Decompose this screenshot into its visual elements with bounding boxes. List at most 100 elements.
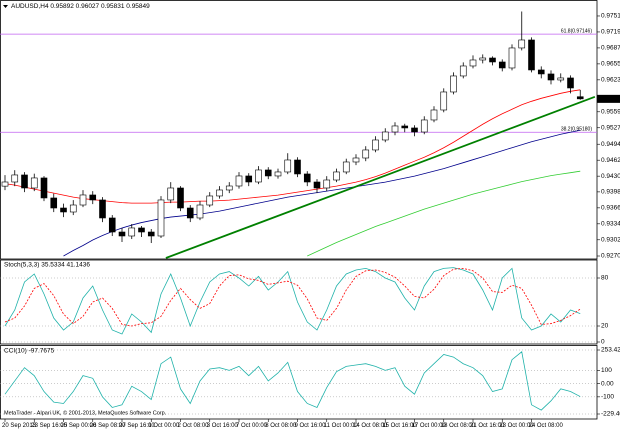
candle-body <box>459 65 467 77</box>
cci-panel <box>0 345 598 420</box>
candle-body <box>528 39 535 71</box>
y-tick-label: 0.93025 <box>601 237 620 244</box>
candle-body <box>177 187 184 209</box>
candle-body <box>284 159 292 173</box>
x-tick-label: 7 Oct 00:00 <box>236 423 268 429</box>
trend-line <box>165 95 596 259</box>
candle-body <box>50 197 58 209</box>
x-tick-label: 21 Oct 16:00 <box>470 423 505 429</box>
price-panel <box>0 0 598 260</box>
candle-body <box>128 227 136 237</box>
price-marker-label: 0.95849 <box>599 96 620 103</box>
candle-body <box>60 207 67 213</box>
candle-body <box>108 217 116 233</box>
candle-body <box>381 131 389 141</box>
candle-body <box>557 77 565 81</box>
candle-body <box>274 171 282 177</box>
indicator-line <box>4 267 581 335</box>
candle-body <box>333 171 340 181</box>
candle-body <box>411 127 418 133</box>
stoch-title: Stoch(5,3,3) 35.5334 41.1436 <box>4 262 90 269</box>
candle-body <box>508 47 516 69</box>
x-tick-label: 18 Oct 08:00 <box>441 423 476 429</box>
candle-body <box>206 195 214 206</box>
candle-body <box>138 227 145 233</box>
x-tick-label: 27 Sep 16:00 <box>119 423 155 429</box>
candle-body <box>186 207 194 219</box>
indicator-line <box>307 170 581 257</box>
y-tick-label: 80 <box>601 275 609 282</box>
candle-body <box>157 199 165 237</box>
candle-body <box>40 177 48 199</box>
candle-body <box>372 139 379 151</box>
candle-body <box>79 194 87 206</box>
level-label: 38.2(0.95180) <box>561 127 592 133</box>
candle-body <box>567 77 574 89</box>
y-tick-label: 0.92700 <box>601 253 620 260</box>
candle-body <box>313 181 321 189</box>
indicator-line <box>4 267 581 327</box>
y-tick-label: -229.4014 <box>601 411 620 418</box>
stoch-plot <box>0 267 597 343</box>
y-tick-label: 0.93665 <box>601 205 620 212</box>
candle-body <box>401 125 409 129</box>
candle-body <box>255 169 262 183</box>
x-tick-label: 2 Oct 08:00 <box>178 423 210 429</box>
y-tick-label: 0.00 <box>601 380 614 387</box>
candle-body <box>450 75 457 93</box>
y-tick-label: 100 <box>601 367 612 374</box>
candle-body <box>362 149 370 159</box>
y-tick-label: 0.93985 <box>601 189 620 196</box>
x-tick-label: 14 Oct 08:00 <box>353 423 388 429</box>
price-title: AUDUSD,H4 0.95892 0.96027 0.95831 0.9584… <box>11 3 150 10</box>
x-tick-label: 25 Sep 00:00 <box>61 423 97 429</box>
candle-body <box>342 161 350 173</box>
candle-body <box>167 187 175 201</box>
price-plot <box>0 11 597 259</box>
x-tick-label: 1 Oct 00:00 <box>148 423 180 429</box>
candle-body <box>118 231 126 237</box>
x-tick-label: 23 Oct 00:00 <box>499 423 534 429</box>
x-tick-label: 17 Oct 00:00 <box>412 423 447 429</box>
x-tick-label: 8 Oct 08:00 <box>265 423 297 429</box>
x-tick-label: 20 Sep 2013 <box>2 423 37 429</box>
candle-body <box>99 199 106 219</box>
candle-body <box>235 175 243 187</box>
candle-body <box>216 189 223 197</box>
y-tick-label: 0 <box>601 339 605 346</box>
candle-body <box>469 59 477 67</box>
cci-title: CCI(10) -97.7675 <box>4 348 55 355</box>
candle-body <box>420 119 428 133</box>
candle-body <box>430 109 438 121</box>
x-tick-label: 23 Sep 16:00 <box>31 423 67 429</box>
stoch-panel <box>0 259 598 345</box>
x-tick-label: 24 Oct 08:00 <box>529 423 564 429</box>
menu-icon <box>3 5 8 8</box>
candle-body <box>489 57 496 63</box>
candle-body <box>147 231 155 237</box>
x-tick-label: 9 Oct 16:00 <box>295 423 327 429</box>
y-tick-label: 0.93345 <box>601 221 620 228</box>
candle-body <box>537 69 545 75</box>
price-marker <box>597 94 620 103</box>
candle-body <box>576 96 584 100</box>
candle-body <box>11 174 19 183</box>
x-tick-label: 3 Oct 16:00 <box>207 423 239 429</box>
candle-body <box>294 159 301 175</box>
indicator-line <box>63 129 581 257</box>
candle-body <box>196 204 204 219</box>
x-tick-label: 11 Oct 00:00 <box>324 423 359 429</box>
candle-body <box>1 181 9 187</box>
candle-body <box>547 73 555 81</box>
